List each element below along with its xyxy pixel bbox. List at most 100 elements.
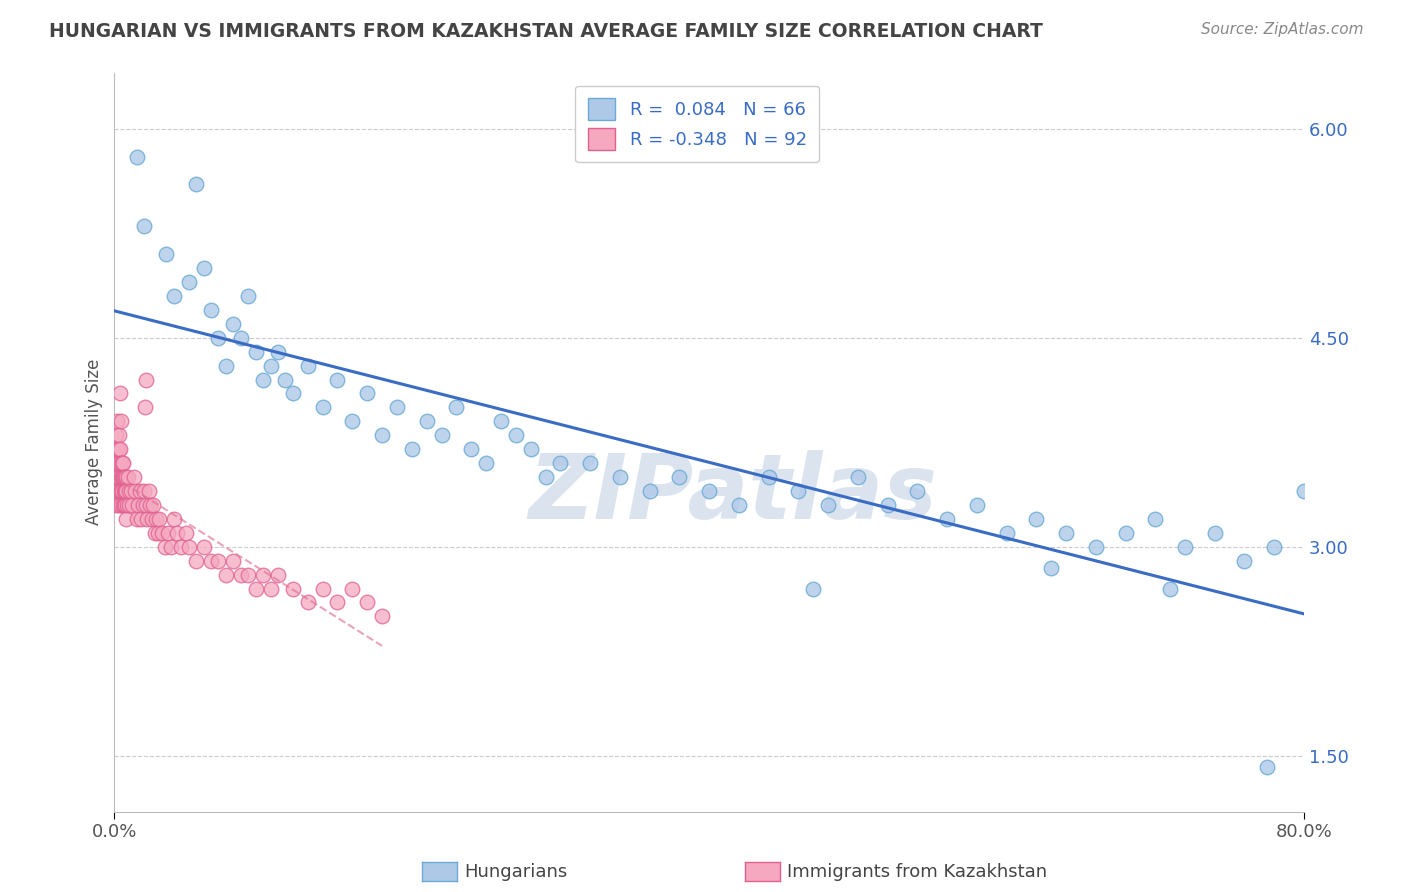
Point	[401, 442, 423, 457]
Point	[170, 540, 193, 554]
Point	[114, 498, 136, 512]
Point	[356, 386, 378, 401]
Point	[125, 150, 148, 164]
Point	[905, 483, 928, 498]
Point	[112, 483, 135, 498]
Point	[446, 401, 468, 415]
Point	[163, 512, 186, 526]
Point	[111, 456, 134, 470]
Point	[134, 401, 156, 415]
Point	[148, 512, 170, 526]
Point	[229, 331, 252, 345]
Point	[1233, 554, 1256, 568]
Point	[107, 483, 129, 498]
Point	[876, 498, 898, 512]
Point	[186, 554, 208, 568]
Point	[245, 582, 267, 596]
Point	[259, 582, 281, 596]
Point	[297, 595, 319, 609]
Point	[105, 414, 128, 428]
Point	[326, 372, 349, 386]
Point	[222, 317, 245, 331]
Point	[371, 428, 394, 442]
Point	[134, 483, 156, 498]
Point	[1115, 525, 1137, 540]
Point	[115, 483, 138, 498]
Point	[163, 289, 186, 303]
Legend: R =  0.084   N = 66, R = -0.348   N = 92: R = 0.084 N = 66, R = -0.348 N = 92	[575, 86, 820, 162]
Point	[108, 470, 131, 484]
Point	[124, 483, 146, 498]
Point	[155, 247, 177, 261]
Point	[1040, 560, 1063, 574]
Point	[281, 582, 304, 596]
Point	[193, 261, 215, 276]
Point	[1174, 540, 1197, 554]
Point	[135, 498, 157, 512]
Point	[143, 525, 166, 540]
Point	[222, 554, 245, 568]
Point	[128, 483, 150, 498]
Point	[177, 540, 200, 554]
Point	[1256, 760, 1278, 774]
Point	[995, 525, 1018, 540]
Point	[252, 567, 274, 582]
Point	[105, 498, 128, 512]
Point	[728, 498, 751, 512]
Point	[105, 428, 128, 442]
Point	[697, 483, 720, 498]
Point	[1292, 483, 1315, 498]
Point	[114, 483, 136, 498]
Point	[166, 525, 188, 540]
Point	[609, 470, 631, 484]
Point	[817, 498, 839, 512]
Point	[120, 483, 142, 498]
Point	[108, 386, 131, 401]
Point	[342, 582, 364, 596]
Point	[160, 540, 183, 554]
Point	[215, 359, 238, 373]
Point	[112, 498, 135, 512]
Point	[110, 456, 132, 470]
Point	[238, 289, 260, 303]
Point	[110, 483, 132, 498]
Point	[112, 498, 135, 512]
Text: Source: ZipAtlas.com: Source: ZipAtlas.com	[1201, 22, 1364, 37]
Point	[112, 470, 135, 484]
Point	[110, 414, 132, 428]
Point	[117, 470, 139, 484]
Point	[115, 498, 138, 512]
Point	[460, 442, 482, 457]
Point	[108, 498, 131, 512]
Point	[238, 567, 260, 582]
Point	[108, 428, 131, 442]
Point	[156, 525, 179, 540]
Point	[105, 442, 128, 457]
Text: Immigrants from Kazakhstan: Immigrants from Kazakhstan	[787, 863, 1047, 881]
Point	[125, 512, 148, 526]
Point	[415, 414, 437, 428]
Point	[252, 372, 274, 386]
Point	[311, 401, 333, 415]
Point	[207, 554, 229, 568]
Point	[141, 512, 163, 526]
Point	[134, 219, 156, 234]
Point	[146, 525, 169, 540]
Point	[174, 525, 197, 540]
Point	[193, 540, 215, 554]
Point	[311, 582, 333, 596]
Point	[371, 609, 394, 624]
Point	[110, 498, 132, 512]
Point	[430, 428, 453, 442]
Point	[117, 483, 139, 498]
Point	[138, 483, 160, 498]
Point	[150, 525, 173, 540]
Point	[281, 386, 304, 401]
Text: ZIPatlas: ZIPatlas	[529, 450, 938, 538]
Point	[200, 554, 222, 568]
Point	[297, 359, 319, 373]
Point	[111, 483, 134, 498]
Point	[114, 470, 136, 484]
Point	[107, 470, 129, 484]
Point	[267, 344, 290, 359]
